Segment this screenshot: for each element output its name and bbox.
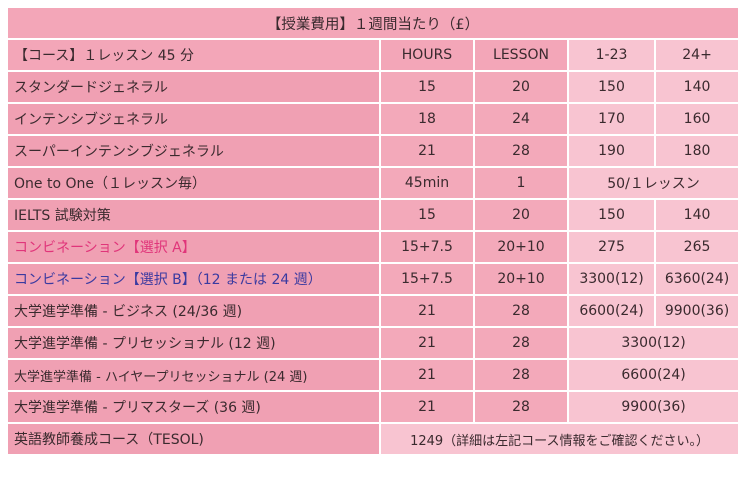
price-1-23: 150 bbox=[569, 72, 654, 102]
course-lessons: 20+10 bbox=[475, 232, 567, 262]
price-24-plus: 180 bbox=[656, 136, 739, 166]
course-hours: 21 bbox=[381, 360, 473, 390]
table-title-row: 【授業費用】１週間当たり（£） bbox=[8, 8, 739, 38]
course-hours: 15+7.5 bbox=[381, 264, 473, 294]
header-course: 【コース】１レッスン 45 分 bbox=[8, 40, 379, 70]
course-name: 英語教師養成コース（TESOL) bbox=[8, 424, 379, 454]
price-merged: 6600(24) bbox=[569, 360, 739, 390]
price-1-23: 190 bbox=[569, 136, 654, 166]
table-header-row: 【コース】１レッスン 45 分 HOURS LESSON 1-23 24+ bbox=[8, 40, 739, 70]
table-row: 大学進学準備 - ビジネス (24/36 週) 21 28 6600(24) 9… bbox=[8, 296, 739, 326]
table-row: インテンシブジェネラル 18 24 170 160 bbox=[8, 104, 739, 134]
table-row: One to One（１レッスン毎） 45min 1 50/１レッスン bbox=[8, 168, 739, 198]
course-lessons: 28 bbox=[475, 360, 567, 390]
course-name: スーパーインテンシブジェネラル bbox=[8, 136, 379, 166]
course-hours: 15 bbox=[381, 200, 473, 230]
price-24-plus: 9900(36) bbox=[656, 296, 739, 326]
table-row: IELTS 試験対策 15 20 150 140 bbox=[8, 200, 739, 230]
header-lesson: LESSON bbox=[475, 40, 567, 70]
course-lessons: 28 bbox=[475, 136, 567, 166]
course-name: スタンダードジェネラル bbox=[8, 72, 379, 102]
course-name: コンビネーション【選択 A】 bbox=[8, 232, 379, 262]
course-name: One to One（１レッスン毎） bbox=[8, 168, 379, 198]
price-merged: 9900(36) bbox=[569, 392, 739, 422]
price-merged: 3300(12) bbox=[569, 328, 739, 358]
table-row: 大学進学準備 - プリマスターズ (36 週) 21 28 9900(36) bbox=[8, 392, 739, 422]
price-24-plus: 265 bbox=[656, 232, 739, 262]
price-1-23: 6600(24) bbox=[569, 296, 654, 326]
price-1-23: 3300(12) bbox=[569, 264, 654, 294]
table-row: スーパーインテンシブジェネラル 21 28 190 180 bbox=[8, 136, 739, 166]
course-lessons: 28 bbox=[475, 392, 567, 422]
course-hours: 21 bbox=[381, 136, 473, 166]
course-hours: 45min bbox=[381, 168, 473, 198]
table-row: コンビネーション【選択 B】（12 または 24 週） 15+7.5 20+10… bbox=[8, 264, 739, 294]
price-24-plus: 140 bbox=[656, 200, 739, 230]
table-row: コンビネーション【選択 A】 15+7.5 20+10 275 265 bbox=[8, 232, 739, 262]
price-merged: 50/１レッスン bbox=[569, 168, 739, 198]
table-row: 英語教師養成コース（TESOL) 1249（詳細は左記コース情報をご確認ください… bbox=[8, 424, 739, 454]
course-lessons: 1 bbox=[475, 168, 567, 198]
header-price-1-23: 1-23 bbox=[569, 40, 654, 70]
table-row: スタンダードジェネラル 15 20 150 140 bbox=[8, 72, 739, 102]
course-lessons: 28 bbox=[475, 296, 567, 326]
price-note: 1249（詳細は左記コース情報をご確認ください。） bbox=[381, 424, 739, 454]
price-24-plus: 140 bbox=[656, 72, 739, 102]
course-lessons: 20+10 bbox=[475, 264, 567, 294]
price-24-plus: 160 bbox=[656, 104, 739, 134]
header-price-24-plus: 24+ bbox=[656, 40, 739, 70]
table-row: 大学進学準備 - プリセッショナル (12 週) 21 28 3300(12) bbox=[8, 328, 739, 358]
price-1-23: 150 bbox=[569, 200, 654, 230]
price-24-plus: 6360(24) bbox=[656, 264, 739, 294]
table-title: 【授業費用】１週間当たり（£） bbox=[8, 8, 739, 38]
course-hours: 21 bbox=[381, 296, 473, 326]
table-row: 大学進学準備 - ハイヤープリセッショナル (24 週) 21 28 6600(… bbox=[8, 360, 739, 390]
fee-table-container: 【授業費用】１週間当たり（£） 【コース】１レッスン 45 分 HOURS LE… bbox=[6, 6, 739, 456]
price-1-23: 275 bbox=[569, 232, 654, 262]
header-hours: HOURS bbox=[381, 40, 473, 70]
course-name: インテンシブジェネラル bbox=[8, 104, 379, 134]
course-lessons: 20 bbox=[475, 72, 567, 102]
course-hours: 18 bbox=[381, 104, 473, 134]
course-hours: 21 bbox=[381, 328, 473, 358]
price-1-23: 170 bbox=[569, 104, 654, 134]
course-hours: 15 bbox=[381, 72, 473, 102]
course-name: IELTS 試験対策 bbox=[8, 200, 379, 230]
course-name: コンビネーション【選択 B】（12 または 24 週） bbox=[8, 264, 379, 294]
course-hours: 21 bbox=[381, 392, 473, 422]
course-name: 大学進学準備 - ハイヤープリセッショナル (24 週) bbox=[8, 360, 379, 390]
course-name: 大学進学準備 - プリセッショナル (12 週) bbox=[8, 328, 379, 358]
fee-table: 【授業費用】１週間当たり（£） 【コース】１レッスン 45 分 HOURS LE… bbox=[6, 6, 739, 456]
course-hours: 15+7.5 bbox=[381, 232, 473, 262]
course-lessons: 24 bbox=[475, 104, 567, 134]
course-name: 大学進学準備 - ビジネス (24/36 週) bbox=[8, 296, 379, 326]
course-name: 大学進学準備 - プリマスターズ (36 週) bbox=[8, 392, 379, 422]
course-lessons: 20 bbox=[475, 200, 567, 230]
course-lessons: 28 bbox=[475, 328, 567, 358]
